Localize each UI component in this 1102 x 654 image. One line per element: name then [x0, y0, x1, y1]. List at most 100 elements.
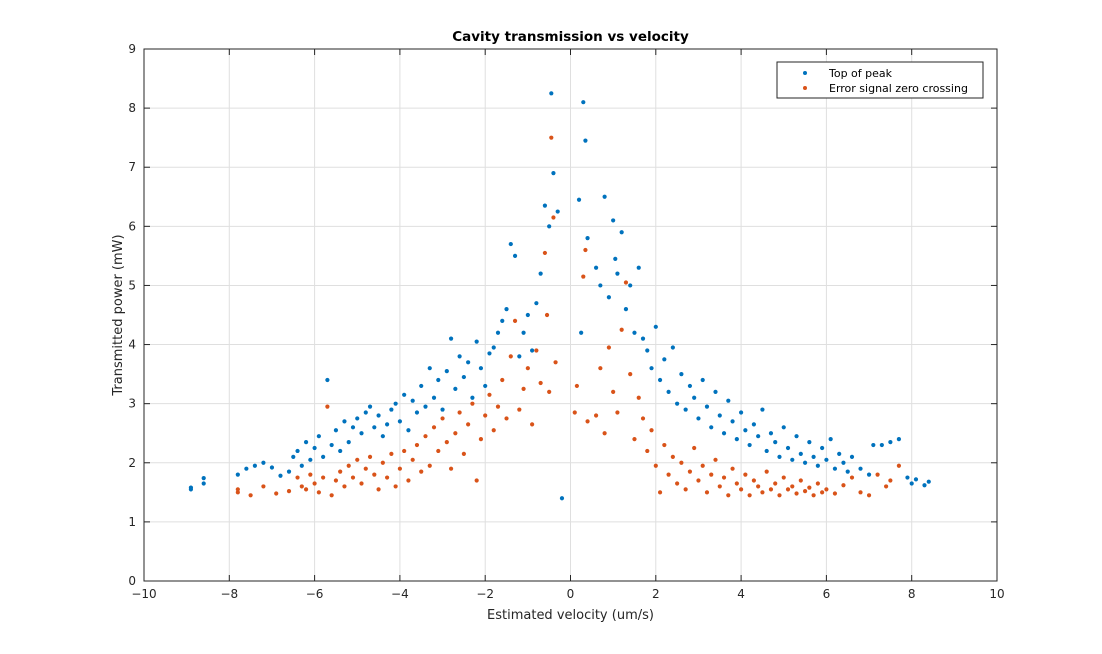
data-point [777, 454, 782, 459]
data-point [811, 493, 816, 498]
data-point [542, 250, 548, 256]
data-point [662, 357, 667, 362]
series-0 [188, 91, 931, 501]
data-point [896, 463, 902, 468]
y-tick-label: 5 [128, 278, 136, 292]
data-point [521, 330, 526, 335]
data-point [235, 487, 240, 492]
data-point [359, 431, 364, 436]
data-point [367, 454, 373, 459]
data-point [470, 401, 475, 406]
data-point [248, 493, 253, 498]
data-point [427, 463, 432, 468]
data-point [372, 472, 377, 477]
data-point [440, 407, 445, 412]
data-point [436, 377, 441, 383]
data-point [244, 466, 249, 471]
data-point [764, 469, 769, 474]
data-point [342, 484, 347, 489]
data-point [645, 348, 650, 353]
data-point [299, 484, 304, 489]
data-point [670, 454, 675, 459]
data-point [423, 434, 428, 439]
data-point [730, 466, 735, 471]
data-point [721, 475, 727, 480]
data-point [875, 472, 880, 477]
data-point [756, 434, 761, 439]
data-point [414, 410, 420, 415]
data-point [709, 425, 714, 430]
data-point [858, 490, 863, 495]
data-point [802, 460, 808, 465]
x-tick-label: 8 [908, 587, 916, 601]
data-point [619, 230, 624, 235]
data-point [286, 469, 292, 474]
data-point [717, 413, 722, 418]
data-point [329, 493, 334, 498]
data-point [295, 448, 300, 454]
data-point [478, 366, 484, 371]
x-tick-label: −2 [476, 587, 494, 601]
data-point [495, 404, 501, 409]
data-point [286, 489, 292, 494]
data-point [675, 481, 680, 486]
data-point [593, 413, 599, 418]
data-point [704, 404, 710, 409]
data-point [879, 442, 884, 448]
data-point [431, 425, 437, 430]
data-point [611, 218, 616, 223]
x-tick-label: −6 [306, 587, 324, 601]
data-point [316, 490, 321, 495]
data-point [884, 484, 889, 489]
data-point [615, 271, 620, 276]
data-point [457, 354, 462, 359]
data-point [350, 475, 356, 480]
data-point [491, 428, 496, 433]
data-point [598, 366, 603, 371]
data-point [385, 475, 390, 480]
data-point [636, 395, 641, 400]
data-point [632, 330, 637, 335]
data-point [397, 466, 402, 471]
data-point [866, 472, 872, 477]
data-point [346, 439, 351, 445]
x-tick-label: 4 [737, 587, 745, 601]
series-1 [235, 135, 902, 498]
data-point [427, 366, 432, 371]
data-point [649, 428, 654, 433]
data-point [606, 345, 611, 350]
data-point [500, 377, 505, 383]
data-point [785, 487, 791, 492]
data-point [683, 407, 688, 412]
data-point [871, 442, 876, 448]
data-point [278, 473, 283, 478]
data-point [581, 274, 586, 279]
data-point [794, 491, 799, 496]
data-point [376, 487, 381, 492]
data-point [308, 472, 313, 477]
data-point [700, 463, 705, 468]
data-point [453, 386, 458, 391]
data-point [491, 345, 496, 350]
data-point [549, 91, 554, 96]
data-point [547, 389, 552, 394]
data-point [926, 479, 931, 484]
data-point [773, 481, 778, 486]
data-point [841, 483, 846, 488]
data-point [611, 389, 616, 394]
data-point [504, 306, 509, 312]
data-point [585, 236, 590, 241]
data-point [419, 469, 424, 474]
y-tick-label: 9 [128, 42, 136, 56]
data-point [576, 197, 582, 202]
data-point [367, 404, 373, 409]
x-axis-label: Estimated velocity (um/s) [487, 608, 654, 623]
data-point [781, 425, 786, 430]
data-point [406, 428, 411, 433]
data-point [512, 318, 518, 324]
data-point [743, 428, 748, 433]
data-point [837, 451, 842, 457]
legend-box [776, 61, 984, 99]
data-point [909, 481, 914, 486]
data-point [653, 463, 658, 468]
